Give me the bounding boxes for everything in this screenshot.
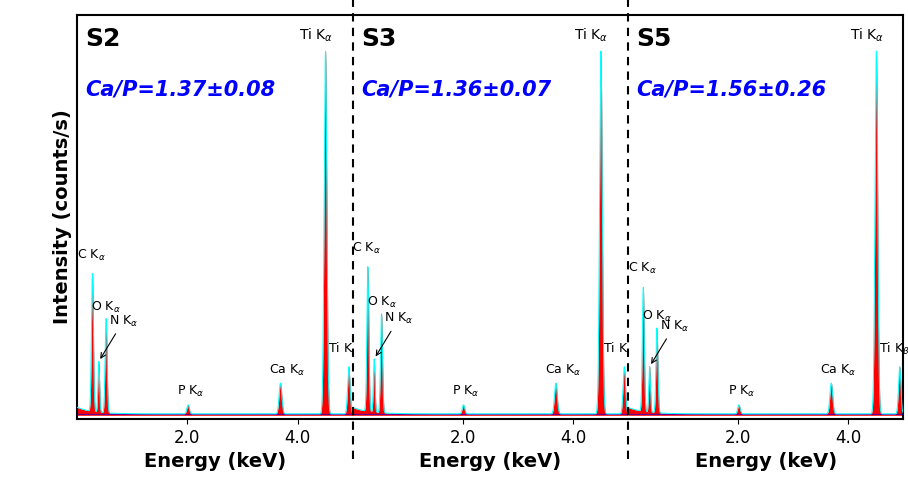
X-axis label: Energy (keV): Energy (keV) [695,452,837,471]
Text: S3: S3 [360,27,396,51]
Text: P K$_{\alpha}$: P K$_{\alpha}$ [452,384,480,399]
Text: Ti K$_{\alpha}$: Ti K$_{\alpha}$ [299,26,333,44]
Text: S5: S5 [637,27,672,51]
Y-axis label: Intensity (counts/s): Intensity (counts/s) [53,109,72,324]
X-axis label: Energy (keV): Energy (keV) [419,452,561,471]
Text: C K$_{\alpha}$: C K$_{\alpha}$ [627,261,656,276]
Text: O K$_{\alpha}$: O K$_{\alpha}$ [642,309,672,324]
Text: C K$_{\alpha}$: C K$_{\alpha}$ [77,247,105,263]
Text: Ca K$_{\alpha}$: Ca K$_{\alpha}$ [820,363,856,378]
Text: Ca/P=1.56±0.26: Ca/P=1.56±0.26 [637,79,826,99]
Text: O K$_{\alpha}$: O K$_{\alpha}$ [367,295,397,310]
Text: Ca/P=1.37±0.08: Ca/P=1.37±0.08 [85,79,275,99]
Text: Ti K$_{\alpha}$: Ti K$_{\alpha}$ [850,26,884,44]
Text: Ti K$_{\beta}$: Ti K$_{\beta}$ [879,342,908,360]
Text: Ca K$_{\alpha}$: Ca K$_{\alpha}$ [270,363,306,378]
Text: S2: S2 [85,27,121,51]
Text: P K$_{\alpha}$: P K$_{\alpha}$ [728,384,755,399]
Text: N K$_{\alpha}$: N K$_{\alpha}$ [652,318,689,363]
Text: Ti K$_{\beta}$: Ti K$_{\beta}$ [328,342,359,360]
Text: Ca/P=1.36±0.07: Ca/P=1.36±0.07 [360,79,551,99]
Text: O K$_{\alpha}$: O K$_{\alpha}$ [91,300,121,315]
Text: N K$_{\alpha}$: N K$_{\alpha}$ [101,314,138,358]
Text: N K$_{\alpha}$: N K$_{\alpha}$ [376,311,413,355]
Text: C K$_{\alpha}$: C K$_{\alpha}$ [352,241,381,256]
Text: Ti K$_{\alpha}$: Ti K$_{\alpha}$ [575,26,608,44]
X-axis label: Energy (keV): Energy (keV) [143,452,286,471]
Text: Ca K$_{\alpha}$: Ca K$_{\alpha}$ [545,363,581,378]
Text: P K$_{\alpha}$: P K$_{\alpha}$ [177,384,204,399]
Text: Ti K$_{\beta}$: Ti K$_{\beta}$ [603,342,634,360]
